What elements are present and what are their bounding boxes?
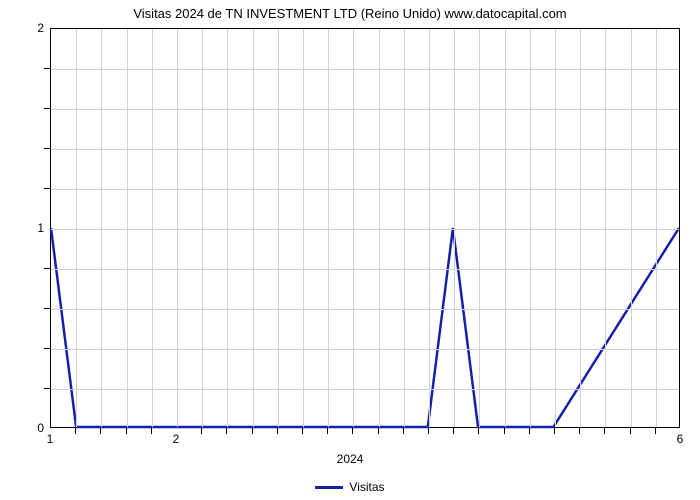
x-minor-tick: [630, 428, 631, 434]
gridline-horizontal: [51, 269, 679, 270]
chart-legend: Visitas: [0, 480, 700, 494]
x-minor-tick: [226, 428, 227, 434]
x-tick-label: 6: [677, 432, 684, 446]
x-minor-tick: [579, 428, 580, 434]
gridline-horizontal: [51, 389, 679, 390]
plot-area: [50, 28, 680, 428]
x-minor-tick: [504, 428, 505, 434]
gridline-vertical: [605, 29, 606, 427]
x-minor-tick: [478, 428, 479, 434]
gridline-vertical: [303, 29, 304, 427]
gridline-vertical: [429, 29, 430, 427]
gridline-vertical: [101, 29, 102, 427]
gridline-vertical: [454, 29, 455, 427]
gridline-vertical: [152, 29, 153, 427]
gridline-vertical: [656, 29, 657, 427]
chart-container: Visitas 2024 de TN INVESTMENT LTD (Reino…: [0, 0, 700, 500]
y-minor-tick: [44, 188, 50, 189]
x-minor-tick: [327, 428, 328, 434]
gridline-vertical: [76, 29, 77, 427]
y-tick-label: 2: [4, 21, 44, 35]
x-minor-tick: [277, 428, 278, 434]
x-minor-tick: [655, 428, 656, 434]
y-tick-label: 1: [4, 221, 44, 235]
gridline-vertical: [479, 29, 480, 427]
gridline-vertical: [353, 29, 354, 427]
gridline-vertical: [404, 29, 405, 427]
gridline-horizontal: [51, 229, 679, 230]
gridline-vertical: [253, 29, 254, 427]
y-minor-tick: [44, 268, 50, 269]
gridline-vertical: [127, 29, 128, 427]
x-minor-tick: [302, 428, 303, 434]
gridline-vertical: [555, 29, 556, 427]
x-minor-tick: [352, 428, 353, 434]
x-minor-tick: [453, 428, 454, 434]
gridline-vertical: [505, 29, 506, 427]
x-minor-tick: [529, 428, 530, 434]
x-minor-tick: [252, 428, 253, 434]
gridline-horizontal: [51, 109, 679, 110]
gridline-horizontal: [51, 149, 679, 150]
y-minor-tick: [44, 348, 50, 349]
y-minor-tick: [44, 108, 50, 109]
gridline-vertical: [202, 29, 203, 427]
x-minor-tick: [100, 428, 101, 434]
x-axis-title: 2024: [0, 452, 700, 466]
legend-label: Visitas: [349, 480, 384, 494]
x-tick-label: 2: [173, 432, 180, 446]
gridline-vertical: [580, 29, 581, 427]
chart-line-layer: [51, 29, 679, 427]
y-minor-tick: [44, 388, 50, 389]
x-tick-label: 1: [47, 432, 54, 446]
x-minor-tick: [75, 428, 76, 434]
series-line: [51, 228, 679, 427]
legend-swatch: [315, 486, 343, 489]
y-minor-tick: [44, 308, 50, 309]
gridline-horizontal: [51, 349, 679, 350]
x-minor-tick: [378, 428, 379, 434]
gridline-vertical: [227, 29, 228, 427]
gridline-horizontal: [51, 189, 679, 190]
gridline-vertical: [631, 29, 632, 427]
gridline-vertical: [177, 29, 178, 427]
y-minor-tick: [44, 148, 50, 149]
gridline-horizontal: [51, 309, 679, 310]
chart-title: Visitas 2024 de TN INVESTMENT LTD (Reino…: [0, 6, 700, 21]
x-minor-tick: [126, 428, 127, 434]
gridline-vertical: [530, 29, 531, 427]
x-minor-tick: [554, 428, 555, 434]
x-minor-tick: [403, 428, 404, 434]
y-tick-label: 0: [4, 421, 44, 435]
x-minor-tick: [151, 428, 152, 434]
x-minor-tick: [604, 428, 605, 434]
gridline-vertical: [278, 29, 279, 427]
gridline-horizontal: [51, 69, 679, 70]
x-minor-tick: [201, 428, 202, 434]
x-minor-tick: [428, 428, 429, 434]
gridline-vertical: [328, 29, 329, 427]
gridline-vertical: [379, 29, 380, 427]
y-minor-tick: [44, 68, 50, 69]
